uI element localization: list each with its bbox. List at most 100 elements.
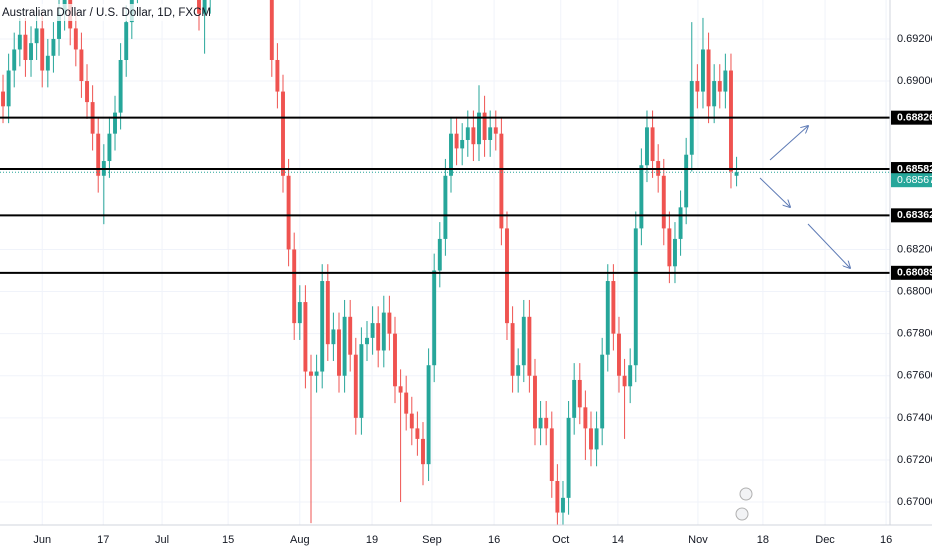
candle-body (482, 112, 487, 140)
candle-body (555, 481, 560, 513)
candle-body (337, 329, 341, 376)
candle-body (96, 133, 101, 176)
candle-body (269, 0, 274, 60)
candle-body (17, 34, 22, 50)
candle-body (443, 175, 448, 239)
candle-body (667, 228, 672, 267)
trend-arrow (769, 126, 808, 161)
candle-body (712, 81, 717, 107)
candle-body (34, 28, 39, 44)
candle-body (359, 344, 364, 418)
level-label: 0.68089 (897, 267, 932, 279)
level-label: 0.68582 (897, 163, 932, 175)
candle-body (561, 497, 565, 513)
trend-arrow (807, 223, 850, 268)
candle-body (202, 0, 207, 14)
candle-body (572, 379, 577, 418)
candle-body (275, 59, 280, 92)
candle-body (678, 207, 683, 239)
x-tick-label: Sep (422, 534, 442, 546)
candle-body (118, 59, 123, 113)
last-price-box (891, 173, 932, 188)
title-backdrop (0, 4, 172, 21)
candle-body (107, 133, 112, 162)
event-icon[interactable] (739, 487, 753, 501)
candle-body (309, 371, 313, 376)
candle-body (12, 49, 17, 71)
x-tick-label: Nov (688, 534, 708, 546)
candle-body (471, 127, 476, 145)
level-label-box (891, 110, 932, 125)
candle-body (348, 316, 353, 355)
candle-body (729, 70, 733, 172)
x-tick-label: 15 (222, 534, 234, 546)
candle-body (684, 154, 689, 208)
candle-body (533, 375, 537, 429)
candle-body (437, 238, 442, 271)
x-tick-label: 16 (488, 534, 500, 546)
candle-body (331, 329, 336, 345)
candle-body (342, 316, 347, 376)
candle-body (527, 316, 532, 376)
level-label: 0.68362 (897, 209, 932, 221)
candle-body (85, 81, 89, 103)
candle-body (650, 127, 655, 162)
candle-body (426, 365, 431, 465)
candle-body (538, 417, 543, 429)
candle-body (465, 127, 470, 140)
candle-body (695, 81, 700, 92)
candle-body (314, 371, 319, 376)
candle-body (717, 81, 722, 92)
candle-body (628, 365, 633, 387)
y-tick-label: 0.67000 (897, 496, 932, 508)
candle-body (404, 392, 409, 414)
trend-arrow (759, 177, 790, 207)
candle-body (633, 228, 638, 366)
x-tick-label: Oct (552, 534, 569, 546)
candle-body (415, 428, 420, 439)
candle-body (381, 312, 386, 351)
candle-body (398, 386, 403, 393)
candle-body (701, 49, 705, 92)
candle-body (113, 112, 117, 134)
candle-body (505, 228, 509, 324)
candle-body (639, 165, 644, 229)
event-icon[interactable] (735, 507, 749, 521)
level-label-box (891, 265, 932, 280)
grid (0, 0, 890, 525)
drawings (735, 126, 850, 521)
candle-body (393, 333, 397, 387)
x-tick-label: Jun (33, 534, 51, 546)
last-price-label: 0.68567 (897, 174, 932, 186)
candle-body (516, 365, 521, 376)
x-tick-label: 14 (612, 534, 624, 546)
x-tick-label: Aug (290, 534, 310, 546)
candle-body (325, 281, 330, 345)
candle-body (387, 312, 392, 334)
chart-title: Australian Dollar / U.S. Dollar, 1D, FXC… (2, 7, 211, 19)
candle-body (124, 22, 129, 60)
plot-area (0, 0, 890, 525)
candle-body (706, 49, 711, 107)
candle-body (605, 281, 610, 355)
candle-body (409, 413, 414, 429)
candle-body (51, 38, 56, 56)
level-label-box (891, 162, 932, 177)
candle-body (493, 127, 498, 134)
x-tick-label: 19 (366, 534, 378, 546)
candle-body (549, 428, 554, 482)
x-tick-label: Dec (815, 534, 835, 546)
candle-body (79, 49, 84, 82)
level-label: 0.68826 (897, 111, 932, 123)
candle-body (432, 270, 437, 366)
candle-body (594, 428, 599, 450)
